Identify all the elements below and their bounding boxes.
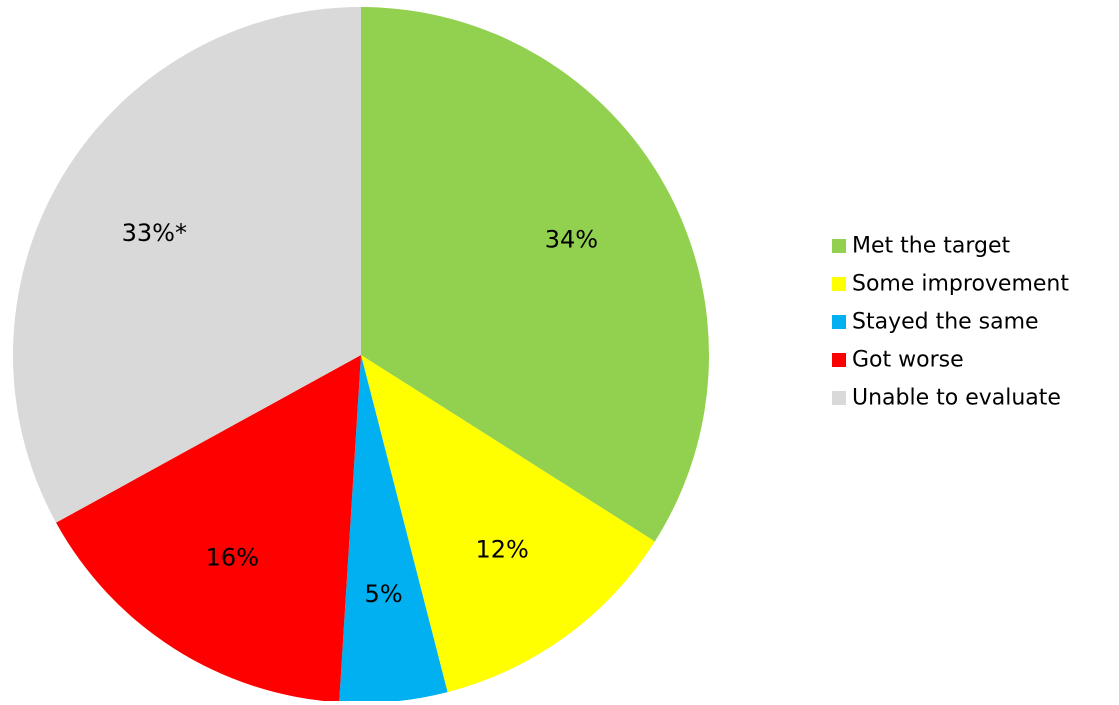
- legend-label-some-improvement: Some improvement: [852, 272, 1069, 297]
- legend-swatch-stayed-the-same: [832, 315, 846, 329]
- legend-item-got-worse: Got worse: [832, 348, 964, 373]
- legend-item-stayed-the-same: Stayed the same: [832, 310, 1039, 335]
- data-label-some-improvement: 12%: [475, 535, 528, 563]
- pie-slice-met-the-target: [361, 7, 709, 542]
- pie-slice-stayed-the-same: [339, 355, 448, 703]
- legend-label-got-worse: Got worse: [852, 348, 964, 373]
- data-label-unable-to-evaluate: 33%*: [122, 219, 187, 247]
- data-label-got-worse: 16%: [206, 544, 259, 572]
- pie-slice-unable-to-evaluate: [12, 7, 361, 523]
- data-label-met-the-target: 34%: [545, 225, 598, 253]
- legend-label-stayed-the-same: Stayed the same: [852, 310, 1039, 335]
- legend-swatch-unable-to-evaluate: [832, 391, 846, 405]
- legend-swatch-met-the-target: [832, 239, 846, 253]
- pie-slices: [12, 7, 709, 703]
- legend-item-unable-to-evaluate: Unable to evaluate: [832, 386, 1061, 411]
- legend-item-met-the-target: Met the target: [832, 234, 1010, 259]
- pie-slice-some-improvement: [361, 355, 655, 693]
- pie-data-labels: 34% 12% 5% 16% 33%*: [122, 219, 598, 608]
- legend-swatch-got-worse: [832, 353, 846, 367]
- legend-swatch-some-improvement: [832, 277, 846, 291]
- data-label-stayed-the-same: 5%: [365, 580, 403, 608]
- legend-item-some-improvement: Some improvement: [832, 272, 1069, 297]
- legend-label-unable-to-evaluate: Unable to evaluate: [852, 386, 1061, 411]
- legend-label-met-the-target: Met the target: [852, 234, 1010, 259]
- chart-legend: Met the target Some improvement Stayed the…: [832, 234, 1069, 411]
- pie-slice-got-worse: [56, 355, 361, 703]
